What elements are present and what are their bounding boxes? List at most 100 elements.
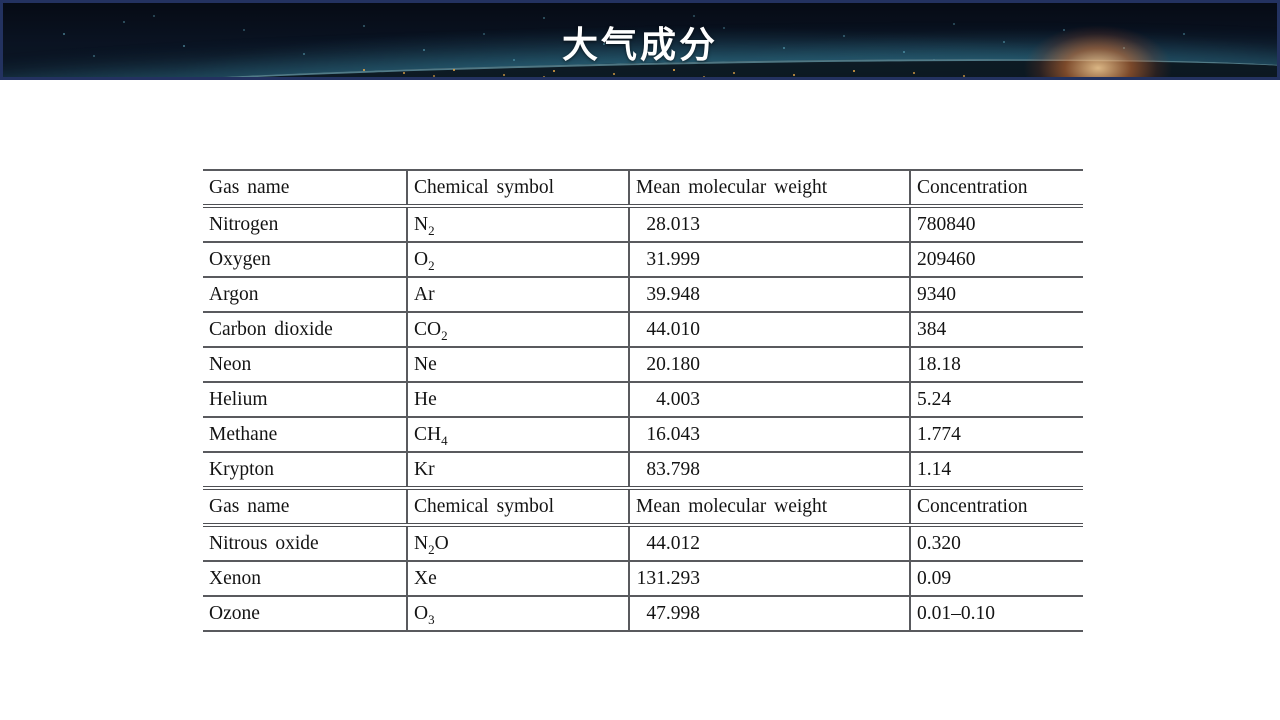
- table-row: Xenon Xe 131.293 0.09: [203, 561, 1083, 597]
- symbol-subscript: 2: [428, 257, 435, 273]
- cell-molecular-weight: 4.003: [628, 382, 910, 418]
- gas-table-body: Gas name Chemical symbol Mean molecular we…: [203, 169, 1083, 632]
- cell-gas-name: Xenon: [203, 561, 407, 597]
- header-cell-3: Concentration: [909, 488, 1083, 527]
- cell-concentration: 1.14: [909, 452, 1083, 490]
- molecular-weight-value: 131.293: [636, 567, 700, 589]
- table-row: Krypton Kr 83.798 1.14: [203, 452, 1083, 490]
- header-cell-0: Gas name: [203, 488, 407, 527]
- cell-gas-name: Argon: [203, 277, 407, 313]
- cell-concentration: 0.01–0.10: [909, 596, 1083, 632]
- molecular-weight-value: 44.012: [646, 532, 700, 554]
- cell-molecular-weight: 83.798: [628, 452, 910, 490]
- table-row: Carbon dioxide CO2 44.010 384: [203, 312, 1083, 348]
- table-header-row: Gas name Chemical symbol Mean molecular we…: [203, 169, 1083, 208]
- cell-concentration: 18.18: [909, 347, 1083, 383]
- cell-chemical-symbol: Xe: [406, 561, 629, 597]
- symbol-subscript: 4: [441, 432, 448, 448]
- molecular-weight-value: 16.043: [646, 423, 700, 445]
- molecular-weight-value: 4.003: [656, 388, 700, 410]
- table-row: Ozone O3 47.998 0.01–0.10: [203, 596, 1083, 632]
- slide-title: 大气成分: [561, 24, 718, 65]
- cell-gas-name: Oxygen: [203, 242, 407, 278]
- cell-gas-name: Nitrogen: [203, 206, 407, 243]
- molecular-weight-value: 31.999: [646, 248, 700, 270]
- header-cell-3: Concentration: [909, 169, 1083, 208]
- symbol-text: He: [414, 388, 437, 410]
- cell-molecular-weight: 44.012: [628, 525, 910, 562]
- cell-chemical-symbol: O3: [406, 596, 629, 632]
- cell-chemical-symbol: N2: [406, 206, 629, 243]
- cell-concentration: 0.320: [909, 525, 1083, 562]
- sun-glow: [1003, 13, 1193, 77]
- cell-concentration: 384: [909, 312, 1083, 348]
- table-row: Nitrous oxide N2O 44.012 0.320: [203, 525, 1083, 562]
- symbol-text: CO: [414, 318, 442, 340]
- cell-molecular-weight: 28.013: [628, 206, 910, 243]
- symbol-text: O: [434, 532, 449, 554]
- cell-chemical-symbol: Ar: [406, 277, 629, 313]
- header-cell-1: Chemical symbol: [406, 169, 629, 208]
- cell-gas-name: Krypton: [203, 452, 407, 490]
- cell-molecular-weight: 47.998: [628, 596, 910, 632]
- cell-molecular-weight: 20.180: [628, 347, 910, 383]
- cell-chemical-symbol: CH4: [406, 417, 629, 453]
- symbol-text: N: [414, 532, 429, 554]
- cell-chemical-symbol: CO2: [406, 312, 629, 348]
- molecular-weight-value: 44.010: [646, 318, 700, 340]
- cell-molecular-weight: 39.948: [628, 277, 910, 313]
- cell-concentration: 5.24: [909, 382, 1083, 418]
- symbol-text: O: [414, 248, 429, 270]
- cell-gas-name: Methane: [203, 417, 407, 453]
- table-row: Helium He 4.003 5.24: [203, 382, 1083, 418]
- table-header-row: Gas name Chemical symbol Mean molecular we…: [203, 488, 1083, 527]
- molecular-weight-value: 28.013: [646, 213, 700, 235]
- cell-molecular-weight: 131.293: [628, 561, 910, 597]
- cell-chemical-symbol: Kr: [406, 452, 629, 490]
- cell-chemical-symbol: N2O: [406, 525, 629, 562]
- cell-concentration: 0.09: [909, 561, 1083, 597]
- symbol-subscript: 2: [428, 541, 435, 557]
- gas-composition-table: Gas name Chemical symbol Mean molecular we…: [203, 169, 1083, 632]
- symbol-text: Ne: [414, 353, 437, 375]
- header-cell-2: Mean molecular weight: [628, 169, 910, 208]
- molecular-weight-value: 47.998: [646, 602, 700, 624]
- molecular-weight-value: 39.948: [646, 283, 700, 305]
- cell-concentration: 9340: [909, 277, 1083, 313]
- symbol-text: N: [414, 213, 429, 235]
- symbol-text: Kr: [414, 458, 435, 480]
- symbol-subscript: 2: [428, 222, 435, 238]
- header-cell-0: Gas name: [203, 169, 407, 208]
- cell-concentration: 780840: [909, 206, 1083, 243]
- cell-chemical-symbol: Ne: [406, 347, 629, 383]
- cell-concentration: 209460: [909, 242, 1083, 278]
- molecular-weight-value: 83.798: [646, 458, 700, 480]
- cell-gas-name: Ozone: [203, 596, 407, 632]
- table-row: Methane CH4 16.043 1.774: [203, 417, 1083, 453]
- cell-chemical-symbol: He: [406, 382, 629, 418]
- cell-molecular-weight: 31.999: [628, 242, 910, 278]
- cell-molecular-weight: 16.043: [628, 417, 910, 453]
- molecular-weight-value: 20.180: [646, 353, 700, 375]
- cell-gas-name: Carbon dioxide: [203, 312, 407, 348]
- table-row: Oxygen O2 31.999 209460: [203, 242, 1083, 278]
- symbol-text: CH: [414, 423, 442, 445]
- city-lights: [3, 3, 5, 5]
- cell-gas-name: Neon: [203, 347, 407, 383]
- cell-chemical-symbol: O2: [406, 242, 629, 278]
- table-row: Nitrogen N2 28.013 780840: [203, 206, 1083, 243]
- symbol-subscript: 3: [428, 611, 435, 627]
- cell-molecular-weight: 44.010: [628, 312, 910, 348]
- header-cell-2: Mean molecular weight: [628, 488, 910, 527]
- symbol-text: O: [414, 602, 429, 624]
- cell-concentration: 1.774: [909, 417, 1083, 453]
- symbol-subscript: 2: [441, 327, 448, 343]
- table-row: Neon Ne 20.180 18.18: [203, 347, 1083, 383]
- title-banner: 大气成分: [0, 0, 1280, 80]
- cell-gas-name: Nitrous oxide: [203, 525, 407, 562]
- symbol-text: Xe: [414, 567, 437, 589]
- cell-gas-name: Helium: [203, 382, 407, 418]
- header-cell-1: Chemical symbol: [406, 488, 629, 527]
- table-row: Argon Ar 39.948 9340: [203, 277, 1083, 313]
